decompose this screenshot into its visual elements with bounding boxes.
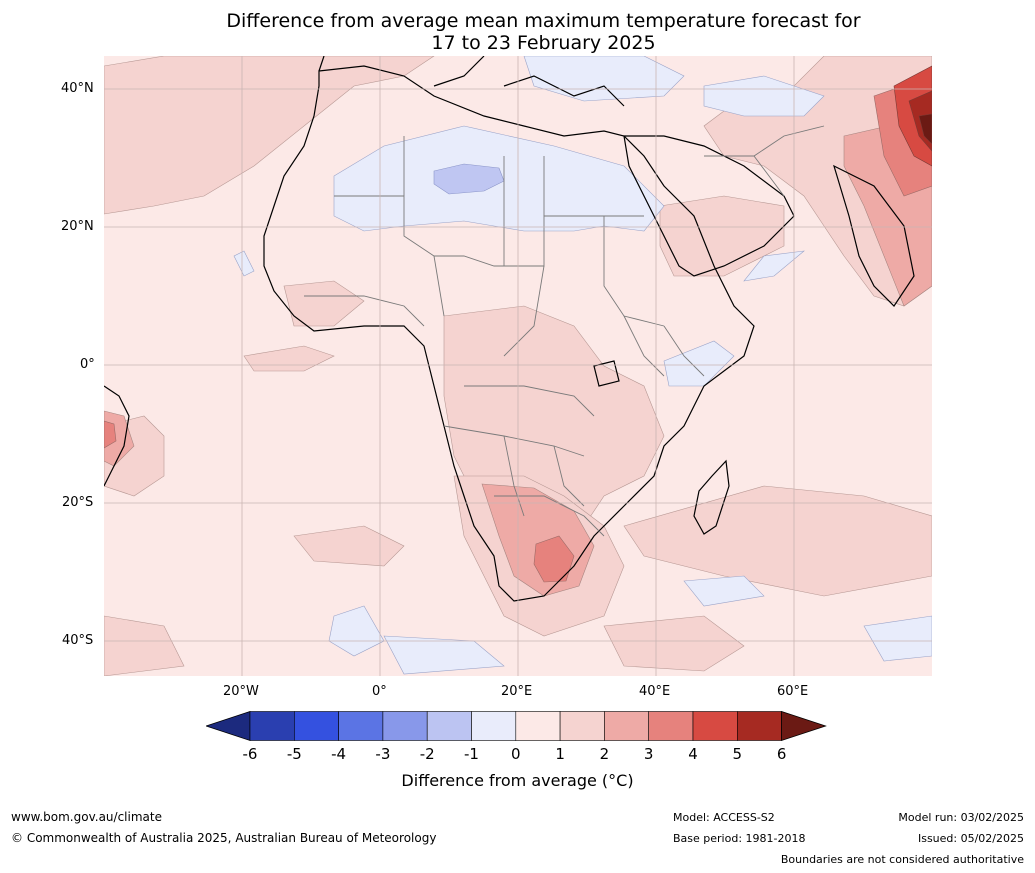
- footer-issued: Issued: 05/02/2025: [917, 832, 1024, 845]
- colorbar-extend-high: [781, 710, 827, 742]
- colorbar-extend-low: [204, 710, 251, 742]
- colorbar-tick-label: 4: [688, 745, 698, 763]
- lat-label-20n: 20°N: [61, 219, 94, 234]
- lon-label-40e: 40°E: [639, 684, 671, 699]
- colorbar-tick-label: 6: [776, 745, 787, 763]
- colorbar-tick-label: -1: [464, 745, 479, 763]
- footer-base-period: Base period: 1981-2018: [673, 832, 806, 845]
- footer-copyright: © Commonwealth of Australia 2025, Austra…: [11, 831, 437, 845]
- colorbar-tick-label: 5: [732, 745, 743, 763]
- colorbar-tick-label: 1: [555, 745, 565, 763]
- colorbar-segment: [426, 711, 472, 741]
- gridlines: [104, 56, 932, 676]
- colorbar-tick-label: -2: [419, 745, 435, 763]
- lat-label-40n: 40°N: [61, 81, 94, 96]
- colorbar-tick-label: 0: [511, 745, 521, 763]
- colorbar-tick-label: -6: [242, 745, 258, 763]
- map-svg: [103, 55, 933, 677]
- footer-model-run: Model run: 03/02/2025: [898, 811, 1024, 824]
- colorbar-title: Difference from average (°C): [401, 771, 634, 790]
- colorbar-segment: [338, 711, 384, 741]
- lon-label-20e: 20°E: [501, 684, 533, 699]
- colorbar-svg: [204, 710, 827, 742]
- coastlines: [103, 55, 915, 602]
- colorbar-segment: [692, 711, 738, 741]
- forecast-map[interactable]: [103, 55, 933, 677]
- colorbar-segment: [648, 711, 694, 741]
- country-borders: [304, 125, 825, 537]
- colorbar-segment: [736, 711, 782, 741]
- footer-model: Model: ACCESS-S2: [673, 811, 775, 824]
- colorbar-segment: [559, 711, 605, 741]
- title-line-1: Difference from average mean maximum tem…: [226, 10, 861, 32]
- lon-label-0: 0°: [372, 684, 387, 699]
- colorbar-tick-label: -4: [331, 745, 347, 763]
- lat-label-40s: 40°S: [62, 633, 94, 648]
- colorbar-segment: [294, 711, 339, 741]
- anomaly-m1-0: [233, 55, 933, 675]
- colorbar-segment: [471, 711, 517, 741]
- colorbar-segment: [604, 711, 649, 741]
- title-line-2: 17 to 23 February 2025: [431, 32, 656, 54]
- colorbar-segment: [382, 711, 428, 741]
- lat-label-20s: 20°S: [62, 495, 94, 510]
- lat-label-0: 0°: [80, 357, 95, 372]
- colorbar-segment: [249, 711, 295, 741]
- anomaly-m2-m1: [433, 163, 505, 195]
- footer-website[interactable]: www.bom.gov.au/climate: [11, 810, 162, 824]
- map-title: Difference from average mean maximum tem…: [0, 10, 1035, 54]
- lon-label-20w: 20°W: [223, 684, 259, 699]
- anomaly-4-plus: [893, 65, 933, 167]
- footer-disclaimer: Boundaries are not considered authoritat…: [780, 853, 1024, 866]
- colorbar-tick-label: 2: [599, 745, 610, 763]
- colorbar-tick-label: -3: [375, 745, 391, 763]
- colorbar-tick-label: 3: [643, 745, 654, 763]
- colorbar-tick-label: -5: [286, 745, 302, 763]
- lon-label-60e: 60°E: [777, 684, 809, 699]
- colorbar: [204, 710, 830, 747]
- colorbar-segment: [515, 711, 561, 741]
